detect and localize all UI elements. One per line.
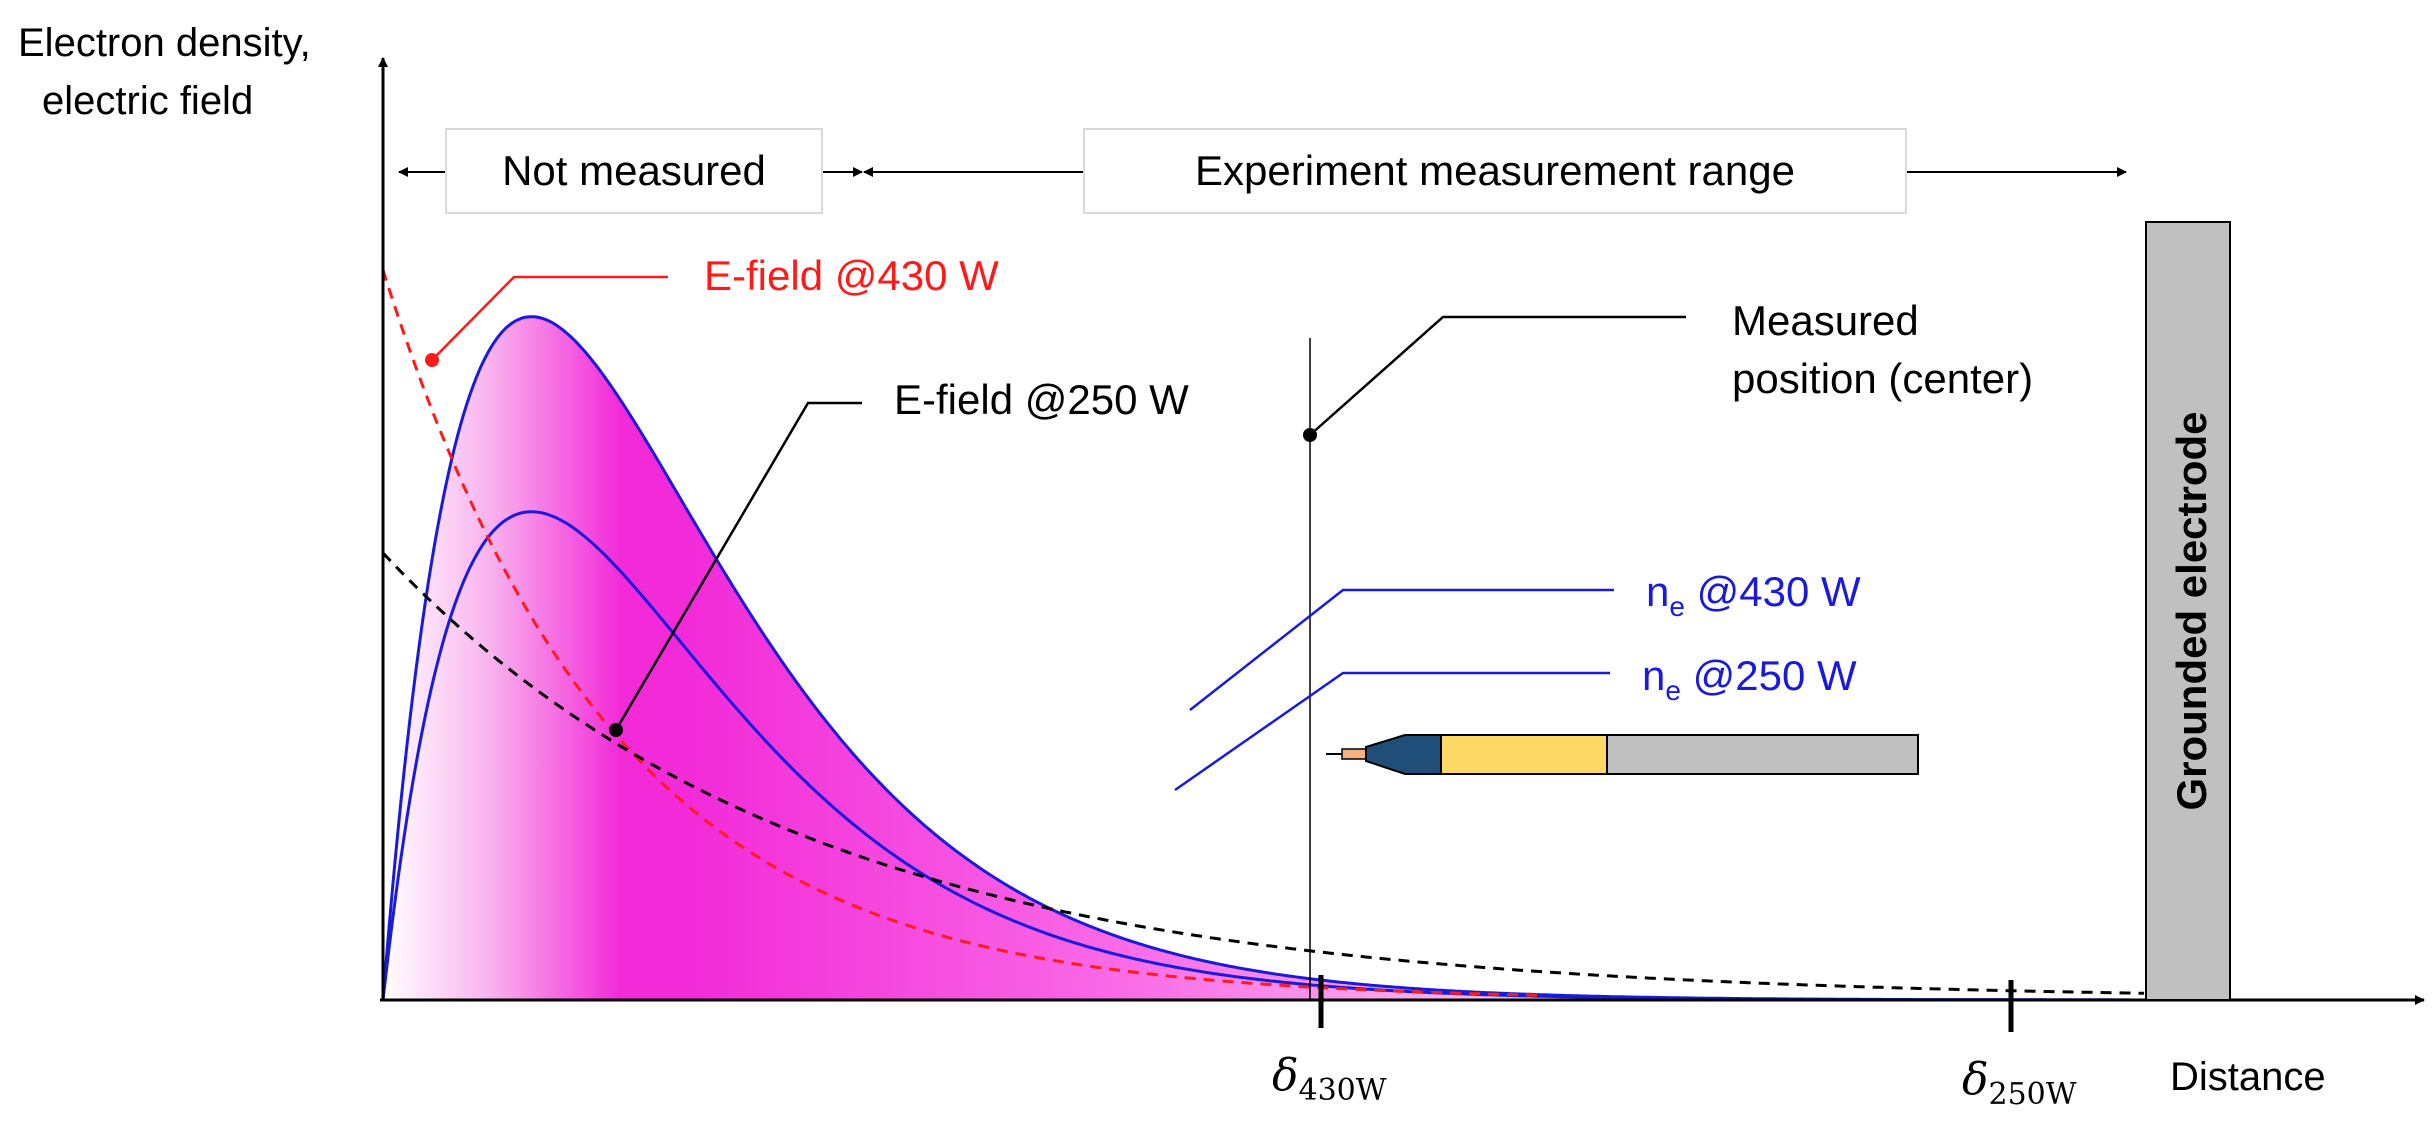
not-measured-label: Not measured [502,147,766,194]
ne-250w-leader [1174,671,1610,792]
measured-position-label-line1: Measured [1732,297,1919,344]
efield-250w-leader [614,401,862,731]
ne-430w-n: n [1646,568,1669,615]
delta-430w-symbol: δ [1272,1050,1299,1101]
delta-250w-sub: 250W [1989,1077,2077,1112]
density-fill-430w [383,316,2148,1000]
delta-250w-label: δ250W [1962,1054,2077,1112]
ne-430w-sub: e [1669,591,1685,622]
probe-mid-section [1440,734,1608,775]
probe-body [1606,734,1919,775]
grounded-electrode [2145,221,2231,1001]
ne-250w-sub: e [1665,675,1681,706]
ne-250w-label: ne @250 W [1642,652,1857,706]
experiment-range-label: Experiment measurement range [1195,147,1795,194]
delta-430w-sub: 430W [1299,1073,1387,1108]
grounded-electrode-label: Grounded electrode [2168,411,2215,810]
delta-250w-symbol: δ [1962,1054,1989,1105]
probe-nose [1365,734,1442,775]
ne-430w-label: ne @430 W [1646,568,1861,622]
delta-430w-label: δ430W [1272,1050,1387,1108]
ne-430w-leader [1189,588,1614,711]
measured-position-dot [1303,428,1317,442]
ne-250w-power: @250 W [1681,652,1857,699]
efield-250w-label: E-field @250 W [894,376,1189,423]
langmuir-probe [1326,734,1919,775]
efield-430w-label: E-field @430 W [704,252,999,299]
experiment-range-box [1083,128,1907,214]
measured-position-label-line2: position (center) [1732,355,2033,402]
y-axis-label-line1: Electron density, [18,21,311,65]
ne-430w-power: @430 W [1685,568,1861,615]
y-axis-label-line2: electric field [42,79,253,123]
efield-430w-leader [431,275,668,361]
efield-430w-dot [425,353,439,367]
probe-tip [1341,748,1367,760]
not-measured-box [445,128,823,214]
ne-250w-n: n [1642,652,1665,699]
measured-position-leader [1309,315,1686,436]
efield-250w-dot [609,723,623,737]
x-axis-label: Distance [2170,1055,2326,1099]
efield-430w-curve [381,269,1545,997]
efield-250w-curve [381,551,2144,995]
